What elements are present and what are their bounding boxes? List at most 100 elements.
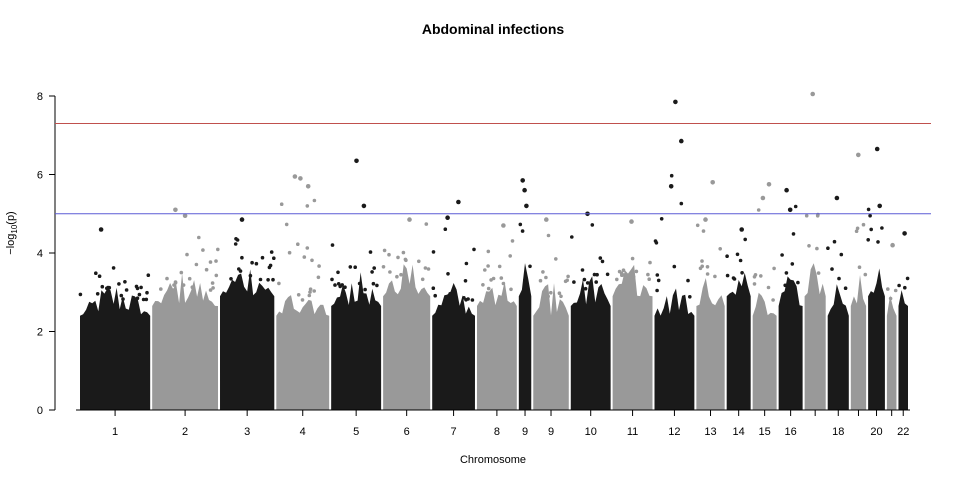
data-point xyxy=(443,227,448,231)
data-point xyxy=(582,277,587,282)
data-point xyxy=(266,278,270,282)
data-point xyxy=(772,266,776,271)
data-point xyxy=(672,264,677,269)
x-tick-label: 13 xyxy=(704,426,716,438)
top-point xyxy=(239,217,245,222)
data-point xyxy=(240,255,244,260)
data-point xyxy=(563,279,568,284)
y-tick-label: 6 xyxy=(37,170,43,182)
data-point xyxy=(302,255,307,259)
y-axis-label: −log10(p) xyxy=(5,211,19,254)
data-point xyxy=(549,290,553,295)
data-point xyxy=(372,266,377,270)
y-axis-label-arg: (p) xyxy=(5,211,17,224)
top-point xyxy=(710,180,715,185)
data-point xyxy=(145,290,149,295)
data-point xyxy=(135,296,140,301)
data-point xyxy=(448,292,452,296)
data-point xyxy=(144,297,149,302)
data-point xyxy=(399,272,403,277)
y-tick-label: 8 xyxy=(37,91,43,103)
data-point xyxy=(159,287,163,291)
top-point xyxy=(679,138,684,144)
data-point xyxy=(271,277,275,282)
data-point xyxy=(357,281,362,286)
x-tick-label: 14 xyxy=(733,426,745,438)
data-point xyxy=(854,229,859,233)
y-axis: 0 2 4 6 8 xyxy=(37,91,56,417)
data-point xyxy=(566,274,570,279)
data-point xyxy=(793,204,798,209)
top-point xyxy=(668,184,674,189)
data-point xyxy=(646,272,650,277)
data-point xyxy=(472,247,476,252)
data-point xyxy=(740,271,744,275)
data-point xyxy=(835,296,840,301)
data-point xyxy=(284,222,289,227)
top-point xyxy=(456,199,461,205)
data-point xyxy=(595,272,599,277)
top-point xyxy=(98,227,104,232)
data-point xyxy=(363,287,367,292)
data-point xyxy=(839,252,844,257)
data-point xyxy=(317,264,321,268)
data-points xyxy=(78,91,910,302)
data-point xyxy=(368,250,373,254)
chromosome-band xyxy=(533,283,569,410)
data-point xyxy=(655,273,660,277)
data-point xyxy=(124,288,129,292)
top-point xyxy=(834,195,840,201)
data-point xyxy=(208,260,213,264)
x-tick-label: 3 xyxy=(244,426,250,438)
data-point xyxy=(197,235,201,240)
data-point xyxy=(201,248,205,252)
data-point xyxy=(431,286,436,291)
data-point xyxy=(371,281,376,286)
data-point xyxy=(570,235,574,239)
x-tick-label: 20 xyxy=(870,426,882,438)
data-point xyxy=(784,271,789,275)
data-point xyxy=(483,268,487,272)
data-point xyxy=(600,259,605,264)
data-point xyxy=(100,284,105,289)
data-point xyxy=(260,255,265,260)
data-point xyxy=(396,255,400,260)
data-point xyxy=(559,294,563,299)
data-point xyxy=(250,260,254,265)
x-tick-label: 9 xyxy=(548,426,554,438)
data-point xyxy=(404,258,408,263)
data-point xyxy=(287,250,292,255)
chromosome-band xyxy=(612,264,653,410)
chromosome-band xyxy=(80,287,151,410)
top-point xyxy=(784,187,789,193)
data-point xyxy=(752,282,757,286)
x-tick-label: 12 xyxy=(668,426,680,438)
data-point xyxy=(592,272,597,277)
data-point xyxy=(804,213,809,218)
data-point xyxy=(214,273,219,278)
data-point xyxy=(759,274,763,278)
data-point xyxy=(336,270,340,275)
top-point xyxy=(703,217,708,222)
data-point xyxy=(296,293,301,297)
data-point xyxy=(204,267,209,272)
data-point xyxy=(656,278,661,283)
data-point xyxy=(78,292,83,297)
x-axis: 1 2 3 4 5 6 7 8 9 9 10 11 12 13 14 15 16 18 20 22 xyxy=(76,409,910,438)
data-point xyxy=(121,297,125,301)
x-tick-label: 5 xyxy=(353,426,359,438)
chromosome-band xyxy=(276,295,330,410)
data-point xyxy=(307,293,312,298)
data-point xyxy=(816,271,821,275)
data-point xyxy=(137,292,142,297)
top-point xyxy=(524,203,529,209)
data-point xyxy=(497,264,502,269)
chromosome-band xyxy=(518,263,532,410)
data-point xyxy=(123,280,127,284)
data-point xyxy=(310,258,314,263)
data-point xyxy=(139,285,143,290)
x-tick-label: 22 xyxy=(897,426,909,438)
data-point xyxy=(791,232,796,236)
chromosome-band xyxy=(726,272,751,410)
